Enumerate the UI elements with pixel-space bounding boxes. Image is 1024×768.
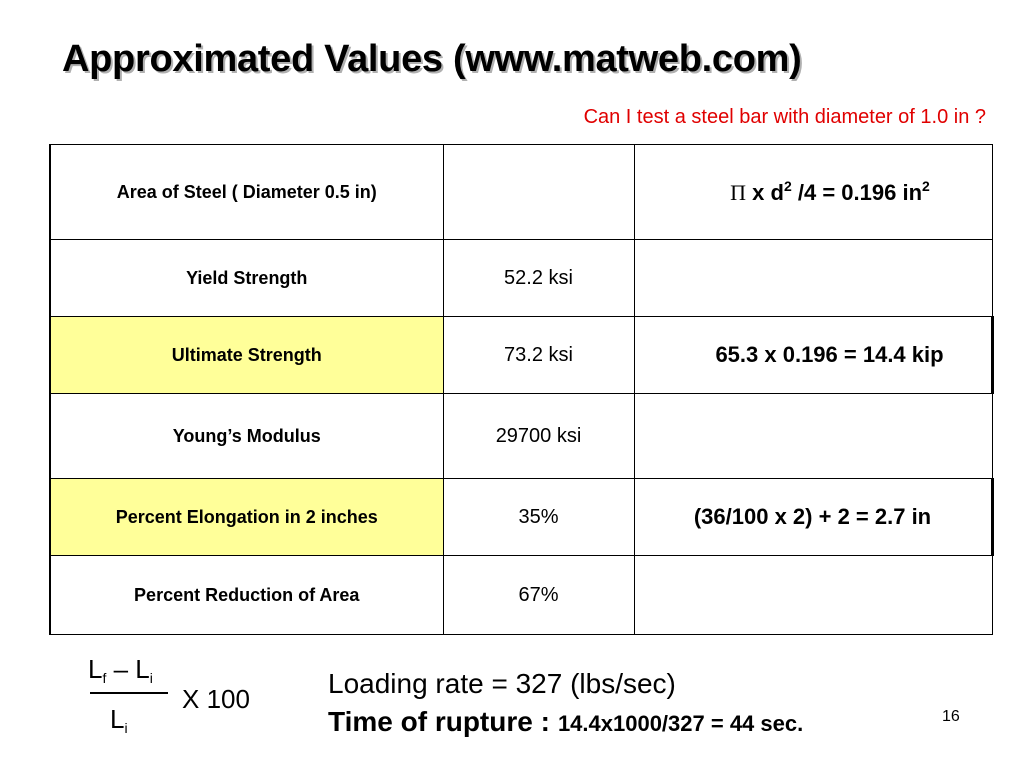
- row-value: 52.2 ksi: [442, 239, 635, 317]
- formula-subscript: i: [124, 720, 128, 736]
- table-row: Percent Reduction of Area 67%: [49, 555, 993, 635]
- row-calc: Π x d2 /4 = 0.196 in2: [633, 144, 993, 240]
- formula-denominator: Li: [110, 704, 128, 736]
- row-label: Young’s Modulus: [49, 393, 444, 479]
- row-value: [442, 144, 635, 240]
- formula-subscript: f: [102, 670, 107, 686]
- row-label: Ultimate Strength: [49, 316, 444, 394]
- rupture-label: Time of rupture :: [328, 706, 550, 737]
- table-row: Ultimate Strength 73.2 ksi 65.3 x 0.196 …: [49, 316, 994, 394]
- pi-symbol: Π: [730, 180, 747, 205]
- formula-multiplier: X 100: [182, 684, 250, 714]
- row-label: Percent Reduction of Area: [49, 555, 444, 635]
- calc-exponent: 2: [922, 178, 930, 194]
- table-row: Percent Elongation in 2 inches 35% (36/1…: [49, 478, 994, 556]
- question-text: Can I test a steel bar with diameter of …: [583, 106, 986, 128]
- properties-table: Area of Steel ( Diameter 0.5 in) Π x d2 …: [49, 144, 994, 635]
- loading-rate: Loading rate = 327 (lbs/sec): [328, 668, 676, 699]
- row-calc: 65.3 x 0.196 = 14.4 kip: [633, 316, 994, 394]
- table-row: Young’s Modulus 29700 ksi: [49, 393, 993, 479]
- formula-symbol: – L: [106, 654, 150, 684]
- row-value: 35%: [442, 478, 635, 556]
- fraction-bar: [90, 692, 168, 694]
- calc-part: x d: [746, 180, 784, 205]
- row-label: Yield Strength: [49, 239, 444, 317]
- elongation-formula: Lf – Li Li X 100: [88, 654, 288, 754]
- row-label: Area of Steel ( Diameter 0.5 in): [49, 144, 444, 240]
- table-row: Area of Steel ( Diameter 0.5 in) Π x d2 …: [49, 144, 993, 240]
- rupture-time: Time of rupture : 14.4x1000/327 = 44 sec.: [328, 706, 803, 738]
- row-value: 73.2 ksi: [442, 316, 635, 394]
- rupture-value: 14.4x1000/327 = 44 sec.: [557, 711, 804, 736]
- formula-symbol: L: [110, 704, 125, 734]
- row-label: Percent Elongation in 2 inches: [49, 478, 444, 556]
- formula-symbol: L: [88, 654, 103, 684]
- page-number: 16: [942, 708, 960, 725]
- row-value: 29700 ksi: [442, 393, 635, 479]
- row-value: 67%: [442, 555, 635, 635]
- calc-part: /4 = 0.196 in: [791, 180, 923, 205]
- formula-subscript: i: [149, 670, 153, 686]
- row-calc: [633, 393, 993, 479]
- table-row: Yield Strength 52.2 ksi: [49, 239, 993, 317]
- row-calc: (36/100 x 2) + 2 = 2.7 in: [633, 478, 994, 556]
- calc-exponent: 2: [783, 178, 792, 194]
- formula-numerator: Lf – Li: [88, 654, 153, 686]
- row-calc: [633, 555, 993, 635]
- slide-title: Approximated Values (www.matweb.com): [62, 38, 802, 80]
- row-calc: [633, 239, 993, 317]
